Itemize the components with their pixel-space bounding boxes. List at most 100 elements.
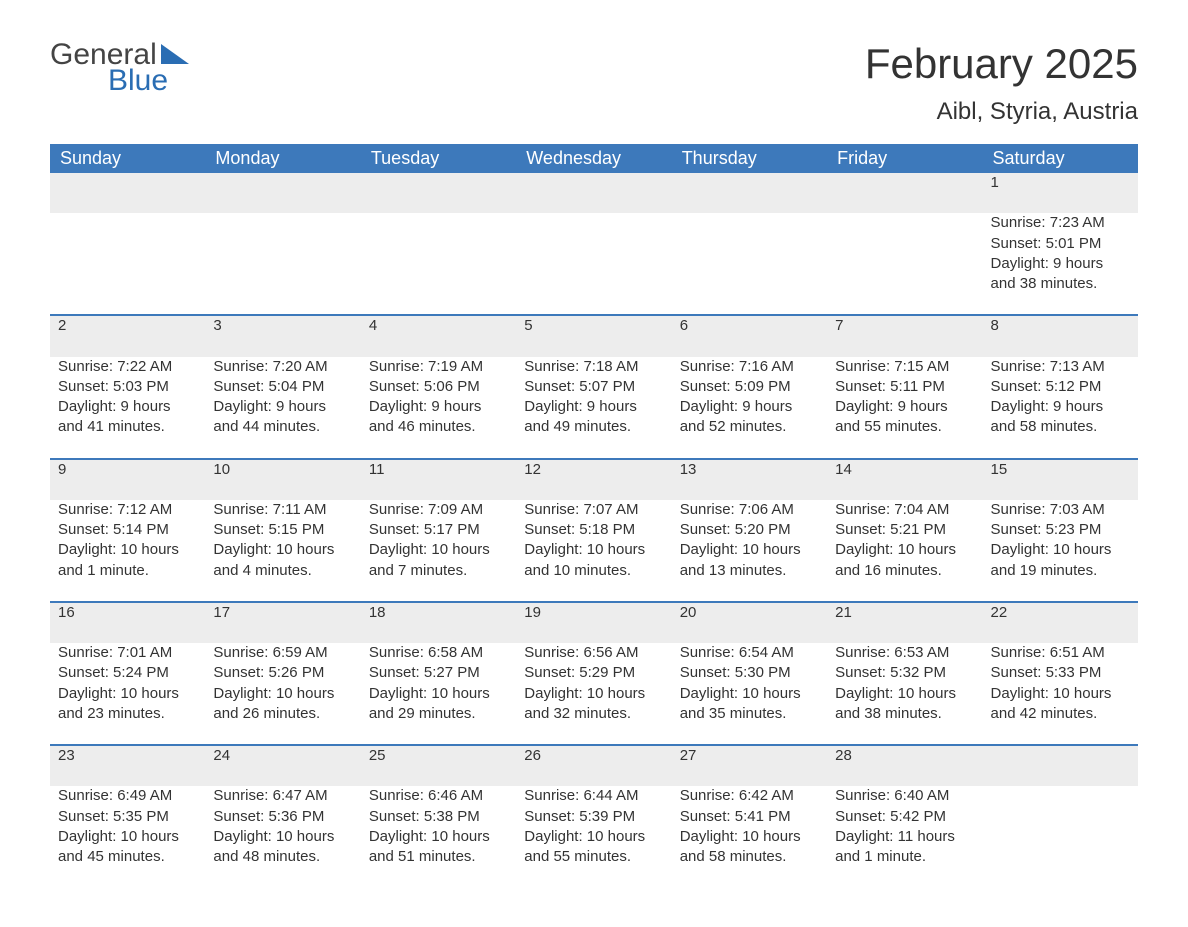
sunrise-text: Sunrise: 6:47 AM bbox=[213, 786, 352, 806]
day-number-cell bbox=[50, 173, 205, 213]
sunset-text: Sunset: 5:23 PM bbox=[991, 520, 1130, 540]
sunrise-text: Sunrise: 6:40 AM bbox=[835, 786, 974, 806]
day-number-cell: 10 bbox=[205, 459, 360, 500]
day-details-cell: Sunrise: 6:40 AMSunset: 5:42 PMDaylight:… bbox=[827, 786, 982, 887]
daylight-text: Daylight: 11 hours and 1 minute. bbox=[835, 827, 974, 868]
sunrise-text: Sunrise: 7:19 AM bbox=[369, 357, 508, 377]
day-number-cell: 16 bbox=[50, 602, 205, 643]
sunset-text: Sunset: 5:27 PM bbox=[369, 663, 508, 683]
day-details-row: Sunrise: 6:49 AMSunset: 5:35 PMDaylight:… bbox=[50, 786, 1138, 887]
day-number-cell bbox=[672, 173, 827, 213]
daylight-text: Daylight: 9 hours and 38 minutes. bbox=[991, 254, 1130, 295]
sunset-text: Sunset: 5:20 PM bbox=[680, 520, 819, 540]
sunset-text: Sunset: 5:29 PM bbox=[524, 663, 663, 683]
day-details-cell: Sunrise: 6:58 AMSunset: 5:27 PMDaylight:… bbox=[361, 643, 516, 745]
day-number-row: 232425262728 bbox=[50, 745, 1138, 786]
day-number-cell bbox=[205, 173, 360, 213]
sunset-text: Sunset: 5:01 PM bbox=[991, 234, 1130, 254]
daylight-text: Daylight: 10 hours and 35 minutes. bbox=[680, 684, 819, 725]
daylight-text: Daylight: 9 hours and 44 minutes. bbox=[213, 397, 352, 438]
daylight-text: Daylight: 10 hours and 10 minutes. bbox=[524, 540, 663, 581]
sunrise-text: Sunrise: 7:09 AM bbox=[369, 500, 508, 520]
day-number-cell: 11 bbox=[361, 459, 516, 500]
sunrise-text: Sunrise: 7:04 AM bbox=[835, 500, 974, 520]
weekday-header: Sunday bbox=[50, 144, 205, 173]
day-number-row: 2345678 bbox=[50, 315, 1138, 356]
day-number-cell: 1 bbox=[983, 173, 1138, 213]
day-number-cell: 20 bbox=[672, 602, 827, 643]
day-details-cell: Sunrise: 6:56 AMSunset: 5:29 PMDaylight:… bbox=[516, 643, 671, 745]
day-number-cell: 14 bbox=[827, 459, 982, 500]
sunset-text: Sunset: 5:07 PM bbox=[524, 377, 663, 397]
logo-word-blue: Blue bbox=[108, 66, 189, 96]
day-details-cell: Sunrise: 6:46 AMSunset: 5:38 PMDaylight:… bbox=[361, 786, 516, 887]
sunrise-text: Sunrise: 6:42 AM bbox=[680, 786, 819, 806]
sunset-text: Sunset: 5:38 PM bbox=[369, 807, 508, 827]
day-details-cell: Sunrise: 7:18 AMSunset: 5:07 PMDaylight:… bbox=[516, 357, 671, 459]
day-number-cell: 17 bbox=[205, 602, 360, 643]
daylight-text: Daylight: 10 hours and 16 minutes. bbox=[835, 540, 974, 581]
day-details-cell bbox=[361, 213, 516, 315]
sunrise-text: Sunrise: 6:56 AM bbox=[524, 643, 663, 663]
daylight-text: Daylight: 9 hours and 46 minutes. bbox=[369, 397, 508, 438]
day-details-cell bbox=[516, 213, 671, 315]
sunrise-text: Sunrise: 7:15 AM bbox=[835, 357, 974, 377]
day-number-cell: 9 bbox=[50, 459, 205, 500]
day-details-cell: Sunrise: 6:49 AMSunset: 5:35 PMDaylight:… bbox=[50, 786, 205, 887]
daylight-text: Daylight: 9 hours and 49 minutes. bbox=[524, 397, 663, 438]
day-details-cell: Sunrise: 7:09 AMSunset: 5:17 PMDaylight:… bbox=[361, 500, 516, 602]
calendar-table: Sunday Monday Tuesday Wednesday Thursday… bbox=[50, 144, 1138, 887]
daylight-text: Daylight: 9 hours and 52 minutes. bbox=[680, 397, 819, 438]
day-number-cell: 28 bbox=[827, 745, 982, 786]
day-details-cell bbox=[205, 213, 360, 315]
sunrise-text: Sunrise: 7:03 AM bbox=[991, 500, 1130, 520]
sunset-text: Sunset: 5:06 PM bbox=[369, 377, 508, 397]
sunset-text: Sunset: 5:24 PM bbox=[58, 663, 197, 683]
daylight-text: Daylight: 10 hours and 38 minutes. bbox=[835, 684, 974, 725]
sunrise-text: Sunrise: 6:46 AM bbox=[369, 786, 508, 806]
weekday-header-row: Sunday Monday Tuesday Wednesday Thursday… bbox=[50, 144, 1138, 173]
day-number-cell: 18 bbox=[361, 602, 516, 643]
daylight-text: Daylight: 10 hours and 32 minutes. bbox=[524, 684, 663, 725]
day-details-cell: Sunrise: 7:23 AMSunset: 5:01 PMDaylight:… bbox=[983, 213, 1138, 315]
daylight-text: Daylight: 10 hours and 4 minutes. bbox=[213, 540, 352, 581]
daylight-text: Daylight: 10 hours and 55 minutes. bbox=[524, 827, 663, 868]
sunrise-text: Sunrise: 7:13 AM bbox=[991, 357, 1130, 377]
location-subtitle: Aibl, Styria, Austria bbox=[865, 98, 1138, 126]
day-number-row: 1 bbox=[50, 173, 1138, 213]
sunset-text: Sunset: 5:11 PM bbox=[835, 377, 974, 397]
day-details-cell: Sunrise: 6:42 AMSunset: 5:41 PMDaylight:… bbox=[672, 786, 827, 887]
sunrise-text: Sunrise: 7:07 AM bbox=[524, 500, 663, 520]
sunset-text: Sunset: 5:04 PM bbox=[213, 377, 352, 397]
day-details-cell: Sunrise: 7:11 AMSunset: 5:15 PMDaylight:… bbox=[205, 500, 360, 602]
sunset-text: Sunset: 5:42 PM bbox=[835, 807, 974, 827]
sunset-text: Sunset: 5:09 PM bbox=[680, 377, 819, 397]
weekday-header: Friday bbox=[827, 144, 982, 173]
sunset-text: Sunset: 5:36 PM bbox=[213, 807, 352, 827]
daylight-text: Daylight: 10 hours and 29 minutes. bbox=[369, 684, 508, 725]
sunrise-text: Sunrise: 7:16 AM bbox=[680, 357, 819, 377]
day-number-cell: 3 bbox=[205, 315, 360, 356]
sunset-text: Sunset: 5:30 PM bbox=[680, 663, 819, 683]
day-details-cell: Sunrise: 6:54 AMSunset: 5:30 PMDaylight:… bbox=[672, 643, 827, 745]
day-details-cell: Sunrise: 6:59 AMSunset: 5:26 PMDaylight:… bbox=[205, 643, 360, 745]
sunrise-text: Sunrise: 6:49 AM bbox=[58, 786, 197, 806]
day-details-row: Sunrise: 7:22 AMSunset: 5:03 PMDaylight:… bbox=[50, 357, 1138, 459]
sunset-text: Sunset: 5:26 PM bbox=[213, 663, 352, 683]
sunrise-text: Sunrise: 7:01 AM bbox=[58, 643, 197, 663]
day-details-cell: Sunrise: 7:16 AMSunset: 5:09 PMDaylight:… bbox=[672, 357, 827, 459]
sunrise-text: Sunrise: 7:22 AM bbox=[58, 357, 197, 377]
month-title: February 2025 bbox=[865, 40, 1138, 88]
day-details-cell: Sunrise: 6:53 AMSunset: 5:32 PMDaylight:… bbox=[827, 643, 982, 745]
day-number-cell: 21 bbox=[827, 602, 982, 643]
day-details-row: Sunrise: 7:01 AMSunset: 5:24 PMDaylight:… bbox=[50, 643, 1138, 745]
day-details-cell: Sunrise: 7:03 AMSunset: 5:23 PMDaylight:… bbox=[983, 500, 1138, 602]
sunset-text: Sunset: 5:15 PM bbox=[213, 520, 352, 540]
daylight-text: Daylight: 10 hours and 23 minutes. bbox=[58, 684, 197, 725]
day-number-cell bbox=[827, 173, 982, 213]
sunset-text: Sunset: 5:33 PM bbox=[991, 663, 1130, 683]
daylight-text: Daylight: 9 hours and 41 minutes. bbox=[58, 397, 197, 438]
day-details-cell: Sunrise: 7:06 AMSunset: 5:20 PMDaylight:… bbox=[672, 500, 827, 602]
daylight-text: Daylight: 10 hours and 7 minutes. bbox=[369, 540, 508, 581]
daylight-text: Daylight: 10 hours and 13 minutes. bbox=[680, 540, 819, 581]
